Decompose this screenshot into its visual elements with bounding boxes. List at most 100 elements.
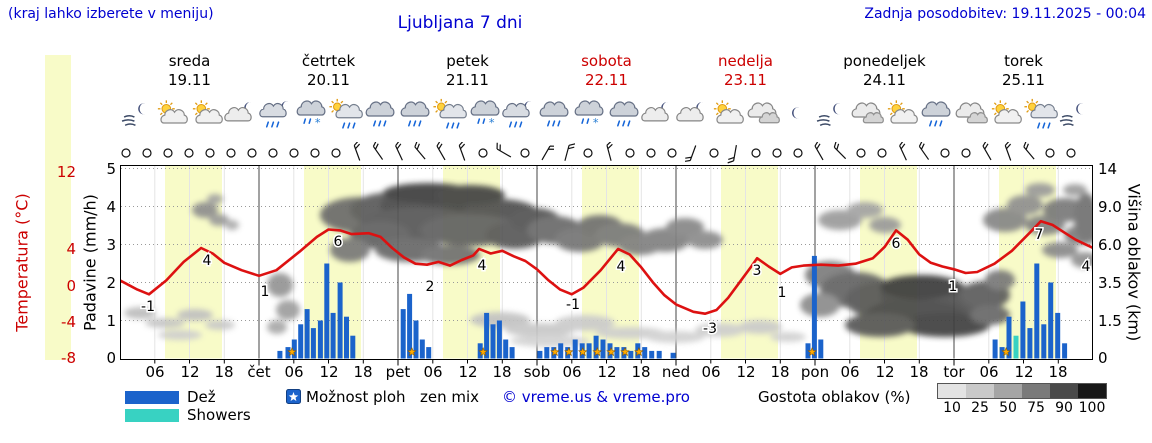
temperature-tick-label: 12 bbox=[56, 163, 76, 181]
rain-weather-icon bbox=[919, 98, 954, 134]
svg-text:6: 6 bbox=[334, 234, 343, 250]
time-axis-label: 12 bbox=[1014, 363, 1034, 381]
night-cloudy-weather-icon bbox=[676, 98, 711, 134]
cloud-density-scale-value: 50 bbox=[999, 400, 1017, 416]
sun-shower-weather-icon bbox=[433, 98, 468, 134]
time-axis-label: 12 bbox=[458, 363, 478, 381]
day-name-ponedeljek: ponedeljek bbox=[843, 52, 926, 70]
cloud-cover-symbol bbox=[937, 142, 953, 164]
sun-shower-weather-icon bbox=[1023, 98, 1059, 134]
day-name-nedelja: nedelja bbox=[717, 52, 773, 70]
cloud-cover-symbol bbox=[139, 142, 155, 164]
svg-text:4: 4 bbox=[478, 258, 487, 274]
day-date-sobota: 22.11 bbox=[585, 71, 628, 89]
time-axis-label: sob bbox=[523, 363, 551, 381]
night-wind-weather-icon bbox=[1058, 98, 1093, 134]
snow-mix-legend-label: zen mix bbox=[420, 388, 480, 406]
partly-sunny-weather-icon bbox=[155, 98, 190, 134]
cloud-density-scale-segment bbox=[938, 384, 966, 398]
precipitation-tick-label: 0 bbox=[106, 349, 116, 367]
moon-weather-icon bbox=[780, 98, 815, 134]
cloud-height-tick-label: 6.0 bbox=[1098, 236, 1122, 254]
cloud-density-scale bbox=[937, 383, 1107, 399]
svg-text:2: 2 bbox=[426, 279, 435, 295]
time-axis-label: 12 bbox=[736, 363, 756, 381]
partly-sunny-weather-icon bbox=[190, 98, 225, 134]
cloud-cover-symbol bbox=[958, 142, 974, 164]
cloudy-weather-icon bbox=[954, 98, 989, 134]
time-axis-label: pon bbox=[800, 363, 830, 381]
partly-sunny-weather-icon bbox=[711, 98, 746, 134]
day-date-nedelja: 23.11 bbox=[724, 71, 767, 89]
precipitation-tick-label: 3 bbox=[106, 236, 116, 254]
temperature-tick-label: -8 bbox=[61, 349, 76, 367]
meteogram-plot: -1 4 1 6 2 4 -1 4 -3 3 1 6 1 7 4 bbox=[118, 165, 1095, 367]
night-shower-weather-icon bbox=[259, 98, 294, 134]
partly-sunny-weather-icon bbox=[989, 98, 1024, 134]
page-title: Ljubljana 7 dni bbox=[397, 13, 523, 33]
daylight-band-left bbox=[45, 55, 71, 360]
cloud-cover-symbol bbox=[475, 142, 491, 164]
cloud-density-scale-value: 90 bbox=[1055, 400, 1073, 416]
cloud-density-scale-segment bbox=[1078, 384, 1106, 398]
time-axis-label: 12 bbox=[180, 363, 200, 381]
sun-shower-weather-icon bbox=[328, 98, 364, 134]
cloud-cover-symbol bbox=[769, 142, 785, 164]
cloud-height-tick-label: 14 bbox=[1098, 160, 1118, 178]
rain-legend-label: Dež bbox=[187, 388, 216, 406]
wind-barb-symbol bbox=[433, 140, 449, 164]
svg-text:4: 4 bbox=[1082, 259, 1091, 275]
svg-text:4: 4 bbox=[203, 253, 212, 269]
cloudy-weather-icon bbox=[850, 98, 885, 134]
temperature-line bbox=[118, 219, 1095, 315]
time-axis-label: 06 bbox=[284, 363, 304, 381]
day-date-sreda: 19.11 bbox=[168, 71, 211, 89]
time-axis-label: 12 bbox=[319, 363, 339, 381]
svg-text:*: * bbox=[488, 115, 494, 129]
svg-text:-3: -3 bbox=[703, 321, 717, 337]
precipitation-tick-label: 2 bbox=[106, 274, 116, 292]
svg-text:1: 1 bbox=[778, 285, 787, 301]
cloud-density-scale-value: 10 bbox=[943, 400, 961, 416]
cloud-density-scale-value: 100 bbox=[1078, 400, 1106, 416]
wind-barb-symbol bbox=[727, 142, 743, 164]
time-axis-label: 18 bbox=[353, 363, 373, 381]
cloudy-weather-icon bbox=[746, 98, 781, 134]
svg-text:4: 4 bbox=[617, 259, 626, 275]
time-axis-label: 18 bbox=[631, 363, 651, 381]
wind-barb-symbol bbox=[412, 140, 428, 164]
cloud-density-scale-segment bbox=[1050, 384, 1078, 398]
wind-barb-symbol bbox=[811, 140, 827, 164]
cloud-density-scale-segment bbox=[994, 384, 1022, 398]
day-date-petek: 21.11 bbox=[446, 71, 489, 89]
cloud-density-scale-value: 25 bbox=[971, 400, 989, 416]
cloud-cover-symbol bbox=[790, 142, 806, 164]
rain-weather-icon bbox=[363, 98, 398, 134]
time-axis-label: 18 bbox=[909, 363, 929, 381]
svg-text:*: * bbox=[593, 115, 599, 129]
showers-legend-label: Showers bbox=[187, 406, 251, 424]
day-date-četrtek: 20.11 bbox=[307, 71, 350, 89]
cloud-density-scale-value: 75 bbox=[1027, 400, 1045, 416]
wind-barb-symbol bbox=[349, 140, 365, 164]
day-name-petek: petek bbox=[446, 52, 489, 70]
shower-chance-markers bbox=[287, 346, 1011, 357]
cloud-cover-symbol bbox=[706, 142, 722, 164]
cloud-cover-symbol bbox=[1063, 142, 1079, 164]
svg-text:-1: -1 bbox=[141, 299, 155, 315]
wind-barb-symbol bbox=[683, 142, 701, 164]
wind-barb-symbol bbox=[832, 141, 848, 164]
cloud-cover-symbol bbox=[328, 142, 344, 164]
cloud-cover-symbol bbox=[580, 142, 596, 164]
precipitation-tick-label: 4 bbox=[106, 198, 116, 216]
night-cloudy-weather-icon bbox=[641, 98, 676, 134]
partly-sunny-weather-icon bbox=[885, 98, 920, 134]
cloud-cover-symbol bbox=[748, 142, 764, 164]
wind-barb-symbol bbox=[916, 140, 932, 164]
cloud-cover-symbol bbox=[517, 142, 533, 164]
copyright-link[interactable]: © vreme.us & vreme.pro bbox=[502, 388, 690, 406]
time-axis-label: 18 bbox=[492, 363, 512, 381]
